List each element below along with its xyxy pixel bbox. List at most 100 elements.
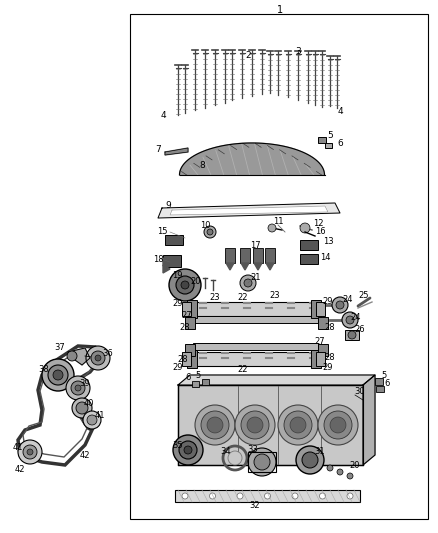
Circle shape — [169, 269, 201, 301]
Text: 38: 38 — [39, 366, 49, 375]
Circle shape — [332, 297, 348, 313]
Text: 30: 30 — [355, 387, 365, 397]
Bar — [240, 248, 250, 263]
Text: 6: 6 — [185, 373, 191, 382]
Circle shape — [348, 331, 356, 339]
Text: 28: 28 — [325, 322, 336, 332]
Bar — [316, 352, 325, 366]
Circle shape — [247, 417, 263, 433]
Circle shape — [346, 316, 354, 324]
Bar — [185, 317, 195, 329]
Bar — [265, 248, 275, 263]
Bar — [253, 248, 263, 263]
Circle shape — [27, 449, 33, 455]
Circle shape — [67, 351, 77, 361]
Text: 23: 23 — [270, 292, 280, 301]
Circle shape — [228, 451, 242, 465]
Circle shape — [201, 411, 229, 439]
Text: 14: 14 — [320, 254, 330, 262]
Circle shape — [195, 405, 235, 445]
Circle shape — [290, 417, 306, 433]
Text: 42: 42 — [80, 450, 90, 459]
Circle shape — [184, 446, 192, 454]
Circle shape — [235, 405, 275, 445]
Circle shape — [48, 365, 68, 385]
Bar — [318, 317, 328, 329]
Circle shape — [71, 381, 85, 395]
Bar — [375, 378, 383, 385]
Text: 22: 22 — [238, 293, 248, 302]
Circle shape — [179, 441, 197, 459]
Circle shape — [300, 223, 310, 233]
Circle shape — [83, 411, 101, 429]
Circle shape — [207, 229, 213, 235]
Text: 6: 6 — [337, 139, 343, 148]
Text: 24: 24 — [351, 312, 361, 321]
Circle shape — [86, 346, 110, 370]
Bar — [300, 240, 318, 250]
Circle shape — [268, 224, 276, 232]
Circle shape — [182, 493, 188, 499]
Text: 20: 20 — [191, 278, 201, 287]
Bar — [165, 235, 183, 245]
Text: 9: 9 — [165, 201, 171, 211]
Text: 25: 25 — [359, 290, 369, 300]
Text: 21: 21 — [251, 273, 261, 282]
Bar — [193, 316, 318, 323]
Text: 22: 22 — [238, 366, 248, 375]
Circle shape — [337, 469, 343, 475]
Polygon shape — [241, 263, 249, 270]
Circle shape — [53, 370, 63, 380]
Text: 16: 16 — [314, 228, 325, 237]
Bar — [300, 254, 318, 264]
Text: 41: 41 — [95, 410, 105, 419]
Text: 18: 18 — [153, 255, 163, 264]
Text: 35: 35 — [173, 440, 184, 449]
Text: 33: 33 — [247, 446, 258, 455]
Circle shape — [209, 493, 215, 499]
Text: 17: 17 — [250, 240, 260, 249]
Circle shape — [284, 411, 312, 439]
Bar — [178, 385, 363, 465]
Text: 5: 5 — [381, 370, 387, 379]
Circle shape — [248, 448, 276, 476]
Text: 28: 28 — [180, 322, 191, 332]
Polygon shape — [266, 263, 274, 270]
Polygon shape — [165, 148, 188, 155]
Text: 27: 27 — [314, 337, 325, 346]
Text: 5: 5 — [327, 131, 333, 140]
Text: 4: 4 — [160, 110, 166, 119]
Text: 3: 3 — [295, 47, 301, 56]
Text: 11: 11 — [273, 217, 283, 227]
Text: 10: 10 — [200, 221, 210, 230]
Text: 13: 13 — [323, 238, 333, 246]
Text: 29: 29 — [173, 298, 183, 308]
Text: 15: 15 — [157, 228, 167, 237]
Bar — [185, 344, 195, 356]
Bar — [318, 137, 326, 143]
Circle shape — [302, 452, 318, 468]
Circle shape — [278, 405, 318, 445]
Text: 29: 29 — [323, 364, 333, 373]
Circle shape — [181, 281, 189, 289]
Circle shape — [91, 351, 105, 365]
Text: 27: 27 — [182, 311, 192, 319]
Text: 8: 8 — [199, 160, 205, 169]
Text: 12: 12 — [313, 220, 323, 229]
Bar — [248, 452, 276, 472]
Bar — [182, 302, 191, 316]
Polygon shape — [180, 143, 325, 175]
Circle shape — [347, 473, 353, 479]
Text: 34: 34 — [221, 448, 231, 456]
Circle shape — [240, 275, 256, 291]
Polygon shape — [163, 258, 170, 266]
Text: 28: 28 — [178, 356, 188, 365]
Polygon shape — [254, 263, 262, 270]
Bar — [311, 350, 321, 368]
Bar — [182, 352, 191, 366]
Text: 4: 4 — [337, 108, 343, 117]
Circle shape — [241, 411, 269, 439]
Bar — [311, 300, 321, 318]
Circle shape — [18, 440, 42, 464]
Circle shape — [204, 226, 216, 238]
